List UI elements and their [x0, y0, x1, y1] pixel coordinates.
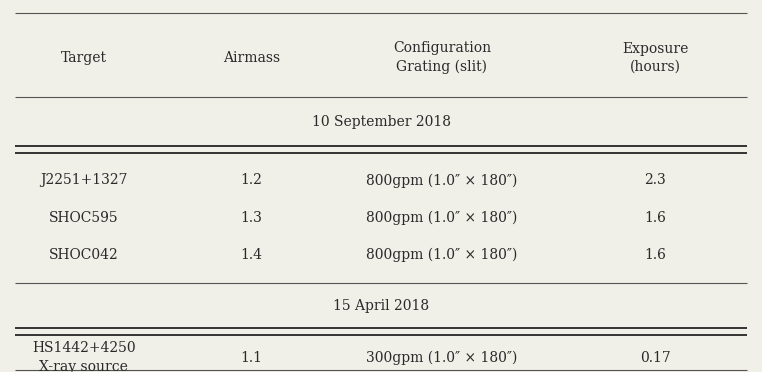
Text: Exposure
(hours): Exposure (hours)	[622, 42, 689, 74]
Text: Configuration
Grating (slit): Configuration Grating (slit)	[393, 41, 491, 74]
Text: 1.3: 1.3	[241, 211, 262, 225]
Text: Airmass: Airmass	[223, 51, 280, 65]
Text: 1.2: 1.2	[241, 173, 262, 187]
Text: 800gpm (1.0″ × 180″): 800gpm (1.0″ × 180″)	[367, 211, 517, 225]
Text: J2251+1327: J2251+1327	[40, 173, 127, 187]
Text: 800gpm (1.0″ × 180″): 800gpm (1.0″ × 180″)	[367, 173, 517, 187]
Text: 10 September 2018: 10 September 2018	[312, 115, 450, 129]
Text: 1.1: 1.1	[241, 351, 262, 365]
Text: 1.6: 1.6	[645, 248, 666, 262]
Text: 0.17: 0.17	[640, 351, 671, 365]
Text: 1.6: 1.6	[645, 211, 666, 225]
Text: SHOC595: SHOC595	[49, 211, 119, 225]
Text: 800gpm (1.0″ × 180″): 800gpm (1.0″ × 180″)	[367, 248, 517, 262]
Text: 2.3: 2.3	[645, 173, 666, 187]
Text: SHOC042: SHOC042	[49, 248, 119, 262]
Text: 300gpm (1.0″ × 180″): 300gpm (1.0″ × 180″)	[367, 351, 517, 365]
Text: Target: Target	[61, 51, 107, 65]
Text: 1.4: 1.4	[241, 248, 262, 262]
Text: HS1442+4250
X-ray source: HS1442+4250 X-ray source	[32, 341, 136, 372]
Text: 15 April 2018: 15 April 2018	[333, 299, 429, 313]
